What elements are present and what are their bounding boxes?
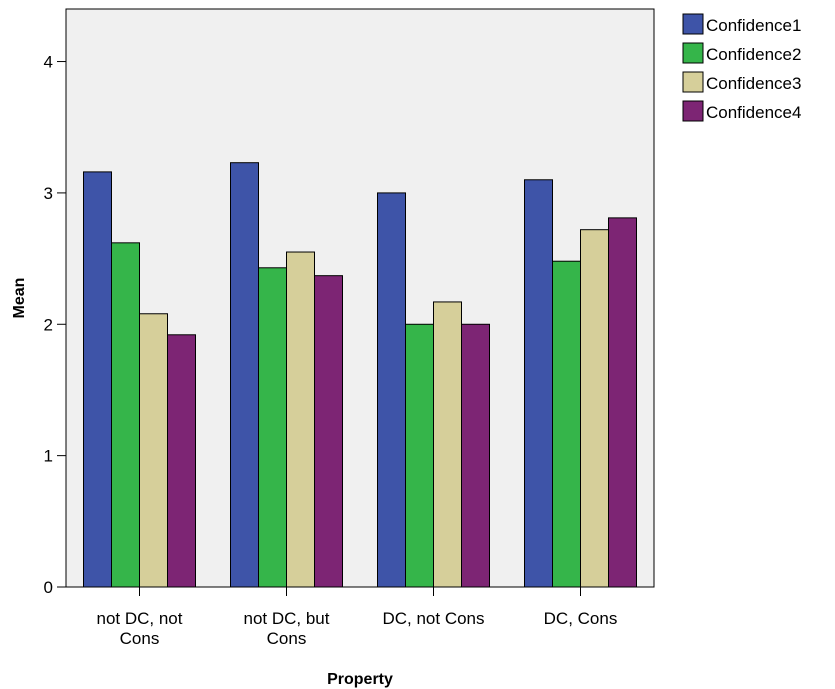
bar-confidence1-3 <box>524 179 553 588</box>
legend-swatch <box>682 13 704 35</box>
x-tick-label: Cons <box>267 629 307 648</box>
x-tick-label: not DC, but <box>244 609 330 628</box>
bar-confidence1-0 <box>83 171 112 588</box>
y-axis: 0 1 2 3 4 <box>44 53 66 597</box>
x-axis-title: Property <box>327 671 393 688</box>
bar-confidence4-1 <box>314 275 343 588</box>
y-axis-title: Mean <box>11 278 28 319</box>
y-tick-label: 2 <box>44 315 53 334</box>
bar-confidence4-3 <box>608 217 637 588</box>
y-tick-label: 3 <box>44 184 53 203</box>
x-tick-label: DC, not Cons <box>382 609 484 628</box>
x-tick-label: not DC, not <box>97 609 183 628</box>
x-tick-label: Cons <box>120 629 160 648</box>
legend-swatch <box>682 100 704 122</box>
y-tick-label: 4 <box>44 53 53 72</box>
bar-confidence2-1 <box>258 267 287 588</box>
bar-confidence1-2 <box>377 192 406 588</box>
bar-confidence1-1 <box>230 162 259 588</box>
legend-swatch <box>682 71 704 93</box>
bar-confidence3-3 <box>580 229 609 588</box>
legend-label: Confidence1 <box>706 16 801 35</box>
legend-label: Confidence2 <box>706 45 801 64</box>
bar-confidence3-1 <box>286 251 315 588</box>
legend: Confidence1 Confidence2 Confidence3 Confide… <box>682 13 801 122</box>
y-tick-label: 1 <box>44 447 53 466</box>
bar-confidence3-2 <box>433 301 462 588</box>
legend-label: Confidence3 <box>706 74 801 93</box>
bar-confidence2-2 <box>405 323 434 588</box>
bar-confidence4-2 <box>461 323 490 588</box>
bar-confidence3-0 <box>139 313 168 588</box>
bar-confidence4-0 <box>167 334 196 588</box>
bars <box>83 162 637 588</box>
y-tick-label: 0 <box>44 578 53 597</box>
x-tick-label: DC, Cons <box>544 609 618 628</box>
bar-confidence2-0 <box>111 242 140 588</box>
legend-swatch <box>682 42 704 64</box>
legend-label: Confidence4 <box>706 103 801 122</box>
bar-confidence2-3 <box>552 260 581 588</box>
